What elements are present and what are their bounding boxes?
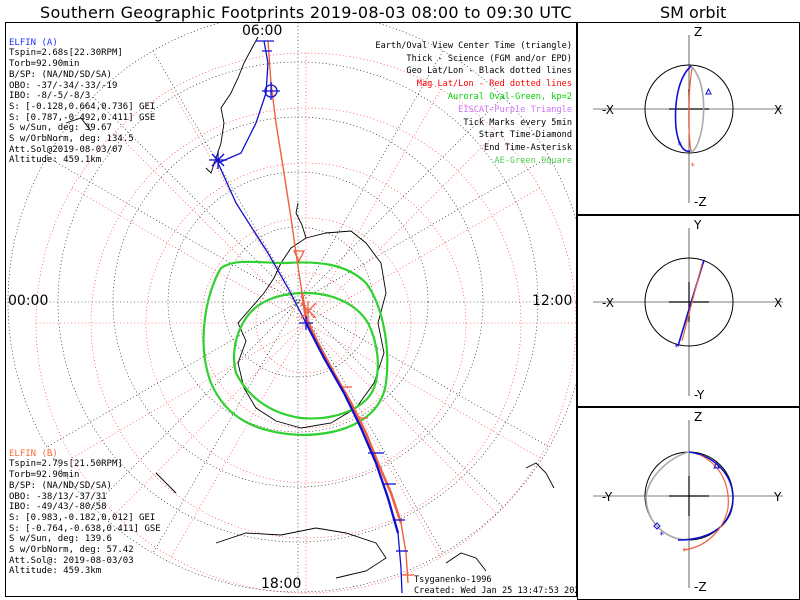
- elfin-b-markers: [292, 250, 414, 576]
- legend-line: Start Time-Diamond: [478, 130, 572, 141]
- legend-line: Geo Lat/Lon - Black dotted lines: [406, 66, 572, 77]
- geo-grid: [7, 23, 576, 593]
- sm-yz-right-label: Y: [774, 490, 782, 504]
- sm-yz-left-label: -Y: [602, 490, 613, 504]
- elfin-a-line: Altitude: 459.1km: [9, 155, 102, 166]
- sm-xz-bottom-label: -Z: [694, 195, 707, 209]
- sm-xy-top-label: Y: [694, 218, 702, 232]
- sm-xz-left-label: -X: [602, 103, 614, 117]
- legend-line: Tick Marks every 5min: [463, 117, 572, 128]
- elfin-a-markers: [209, 82, 408, 552]
- elfin-a-line: B/SP: (NA/ND/SD/SA): [9, 69, 112, 80]
- elfin-b-line: Att.Sol@: 2019-08-03/03: [9, 555, 134, 566]
- sm-yz-bottom-label: -Z: [694, 580, 707, 594]
- sm-yz-top-label: Z: [694, 410, 703, 424]
- legend-line: End Time-Asterisk: [484, 143, 572, 154]
- svg-text:*: *: [690, 162, 695, 172]
- sm-plot-xz: * *: [593, 35, 783, 203]
- legend-line: Earth/Oval View Center Time (triangle): [375, 40, 572, 51]
- polar-map: [7, 23, 576, 594]
- elfin-a-track: [217, 40, 403, 594]
- elfin-b-line: S: [0.983,-0.182,0.012] GEI: [9, 512, 156, 523]
- sm-panel-xy: * Y -Y -X X: [577, 215, 800, 407]
- hour-label-bottom: 18:00: [261, 576, 302, 592]
- hour-label-left: 00:00: [8, 293, 49, 309]
- legend-line: EISCAT-Purple Triangle: [458, 104, 572, 115]
- sm-xy-bottom-label: -Y: [694, 388, 705, 402]
- elfin-b-info: ELFIN (B) Tspin=2.79s[21.50RPM] Torb=92.…: [9, 438, 161, 577]
- elfin-a-line: Tspin=2.68s[22.30RPM]: [9, 48, 123, 59]
- elfin-a-header: ELFIN (A): [9, 37, 58, 48]
- elfin-a-line: S: [0.787,-0.492,0.411] GSE: [9, 112, 156, 123]
- elfin-b-line: OBO: -38/13/-37/31: [9, 491, 107, 502]
- polar-map-panel: 06:00 00:00 12:00 18:00 ELFIN (A) Tspin=…: [5, 22, 577, 597]
- elfin-a-info: ELFIN (A) Tspin=2.68s[22.30RPM] Torb=92.…: [9, 27, 155, 166]
- elfin-b-line: B/SP: (NA/ND/SD/SA): [9, 480, 112, 491]
- created-timestamp: Created: Wed Jan 25 13:47:53 2023: [414, 586, 577, 596]
- sm-xy-right-label: X: [774, 296, 783, 310]
- svg-text:*: *: [682, 547, 687, 557]
- auroral-oval: [202, 260, 389, 437]
- legend-line: AE-Green Square: [494, 155, 572, 166]
- sm-panel-xz: * * Z -Z -X X: [577, 22, 800, 215]
- model-credit: Tsyganenko-1996: [414, 575, 492, 585]
- elfin-b-line: IBO: -49/43/-80/58: [9, 502, 107, 513]
- sm-panel-yz: * * Z -Z -Y Y: [577, 407, 800, 600]
- sm-orbit-title: SM orbit: [660, 3, 727, 22]
- sm-xz-top-label: Z: [694, 25, 703, 39]
- legend: Earth/Oval View Center Time (triangle) T…: [375, 27, 572, 168]
- elfin-b-line: Tspin=2.79s[21.50RPM]: [9, 459, 123, 470]
- elfin-b-line: S w/Sun, deg: 139.6: [9, 534, 112, 545]
- elfin-a-line: S w/OrbNorm, deg: 134.5: [9, 134, 134, 145]
- elfin-a-line: Att.Sol@2019-08-03/07: [9, 144, 123, 155]
- hour-label-right: 12:00: [532, 293, 573, 309]
- sm-xy-left-label: -X: [602, 296, 614, 310]
- elfin-b-track: [267, 40, 409, 584]
- elfin-a-line: S w/Sun, deg: 39.67: [9, 123, 112, 134]
- svg-text:*: *: [674, 343, 679, 353]
- legend-line: Thick - Science (FGM and/or EPD): [406, 53, 572, 64]
- elfin-b-header: ELFIN (B): [9, 448, 58, 459]
- elfin-a-line: IBO: -8/-5/-8/3: [9, 91, 91, 102]
- sm-plot-yz: * *: [593, 420, 783, 588]
- sm-plot-xy: *: [593, 228, 783, 396]
- hour-label-top: 06:00: [242, 23, 283, 39]
- elfin-a-line: Torb=92.90min: [9, 59, 80, 70]
- track-a-top-ticks: [256, 40, 274, 52]
- elfin-b-line: S: [-0.764,-0.638,0.411] GSE: [9, 523, 161, 534]
- elfin-b-line: Altitude: 459.3km: [9, 566, 102, 577]
- elfin-b-line: S w/OrbNorm, deg: 57.42: [9, 545, 134, 556]
- legend-line: Auroral Oval-Green, kp=2: [447, 91, 572, 102]
- elfin-b-line: Torb=92.90min: [9, 470, 80, 481]
- svg-text:*: *: [677, 141, 682, 151]
- page-title: Southern Geographic Footprints 2019-08-0…: [40, 3, 572, 22]
- elfin-a-line: S: [-0.128,0.664,0.736] GEI: [9, 101, 156, 112]
- sm-xz-right-label: X: [774, 103, 783, 117]
- svg-text:*: *: [659, 531, 664, 541]
- elfin-a-line: OBO: -37/-34/-33/-19: [9, 80, 118, 91]
- legend-line: Mag Lat/Lon - Red dotted lines: [416, 79, 572, 90]
- credits: Tsyganenko-1996 Created: Wed Jan 25 13:4…: [414, 564, 577, 596]
